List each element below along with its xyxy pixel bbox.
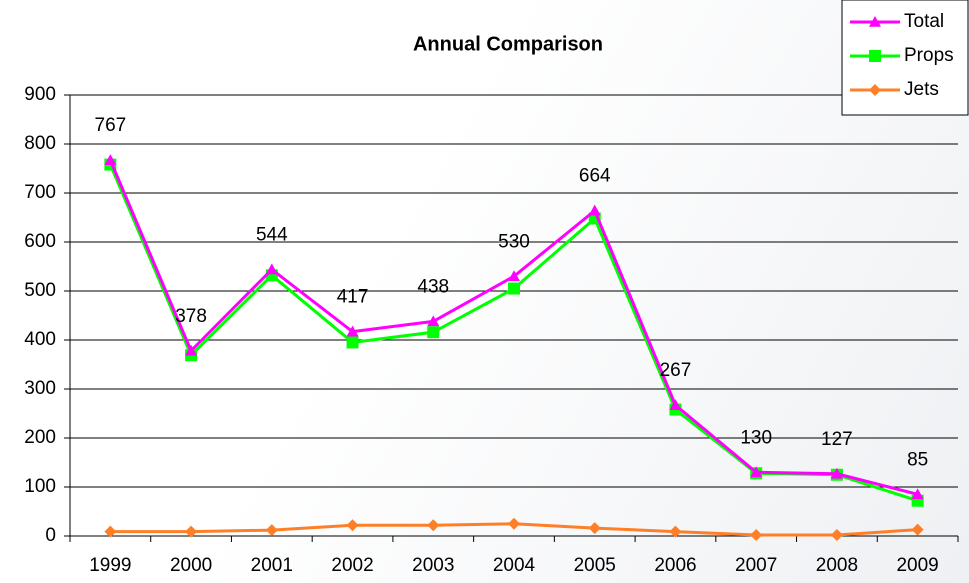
y-tick-label: 200 [24, 427, 56, 448]
marker [346, 325, 359, 337]
y-tick-label: 600 [24, 231, 56, 252]
marker [669, 399, 682, 410]
marker [869, 16, 881, 27]
marker [185, 525, 198, 538]
marker [346, 519, 359, 532]
y-tick-label: 500 [24, 280, 56, 301]
y-tick-label: 800 [24, 133, 56, 154]
marker [427, 326, 440, 339]
data-label: 127 [821, 429, 853, 450]
marker [104, 154, 117, 165]
data-label: 438 [417, 276, 449, 297]
marker [508, 270, 520, 282]
marker [588, 522, 601, 535]
data-label: 530 [498, 231, 530, 252]
marker [911, 523, 924, 536]
x-tick-label: 2003 [412, 555, 454, 576]
x-tick-label: 2007 [735, 555, 777, 576]
marker [185, 344, 198, 356]
marker [104, 525, 117, 538]
series-line [108, 159, 919, 496]
x-tick-label: 2006 [654, 555, 696, 576]
marker [911, 488, 924, 500]
y-tick-label: 0 [45, 525, 56, 546]
x-tick-label: 2002 [331, 555, 373, 576]
x-tick-label: 2009 [896, 555, 938, 576]
legend-label: Jets [904, 79, 939, 100]
y-tick-label: 700 [24, 182, 56, 203]
marker [750, 529, 763, 542]
x-tick-label: 2004 [493, 555, 536, 576]
marker [427, 315, 440, 327]
legend-label: Props [904, 45, 954, 66]
marker [869, 84, 881, 96]
x-tick-label: 2001 [251, 555, 293, 576]
x-tick-label: 2008 [816, 555, 858, 576]
marker [265, 524, 278, 537]
data-label: 664 [579, 166, 611, 187]
data-label: 767 [95, 115, 127, 136]
y-tick-label: 400 [24, 329, 56, 350]
chart-title: Annual Comparison [413, 33, 603, 55]
data-label: 378 [175, 306, 207, 327]
data-label: 417 [337, 287, 369, 308]
marker [508, 517, 520, 530]
marker [508, 282, 520, 295]
marker [869, 50, 881, 62]
y-tick-label: 100 [24, 476, 56, 497]
series-line [108, 163, 919, 503]
data-label: 544 [256, 224, 288, 245]
x-tick-label: 2000 [170, 555, 212, 576]
data-label: 130 [740, 427, 772, 448]
marker [750, 466, 763, 478]
data-label: 85 [907, 449, 928, 470]
marker [669, 525, 682, 538]
marker [346, 336, 359, 349]
marker [830, 529, 843, 542]
x-tick-label: 2005 [574, 555, 616, 576]
x-tick-label: 1999 [89, 555, 131, 576]
y-tick-label: 900 [24, 84, 56, 105]
marker [427, 519, 440, 532]
marker [830, 467, 843, 479]
legend-label: Total [904, 11, 944, 32]
marker [588, 204, 601, 216]
marker [265, 263, 278, 275]
y-tick-label: 300 [24, 378, 56, 399]
data-label: 267 [660, 360, 692, 381]
